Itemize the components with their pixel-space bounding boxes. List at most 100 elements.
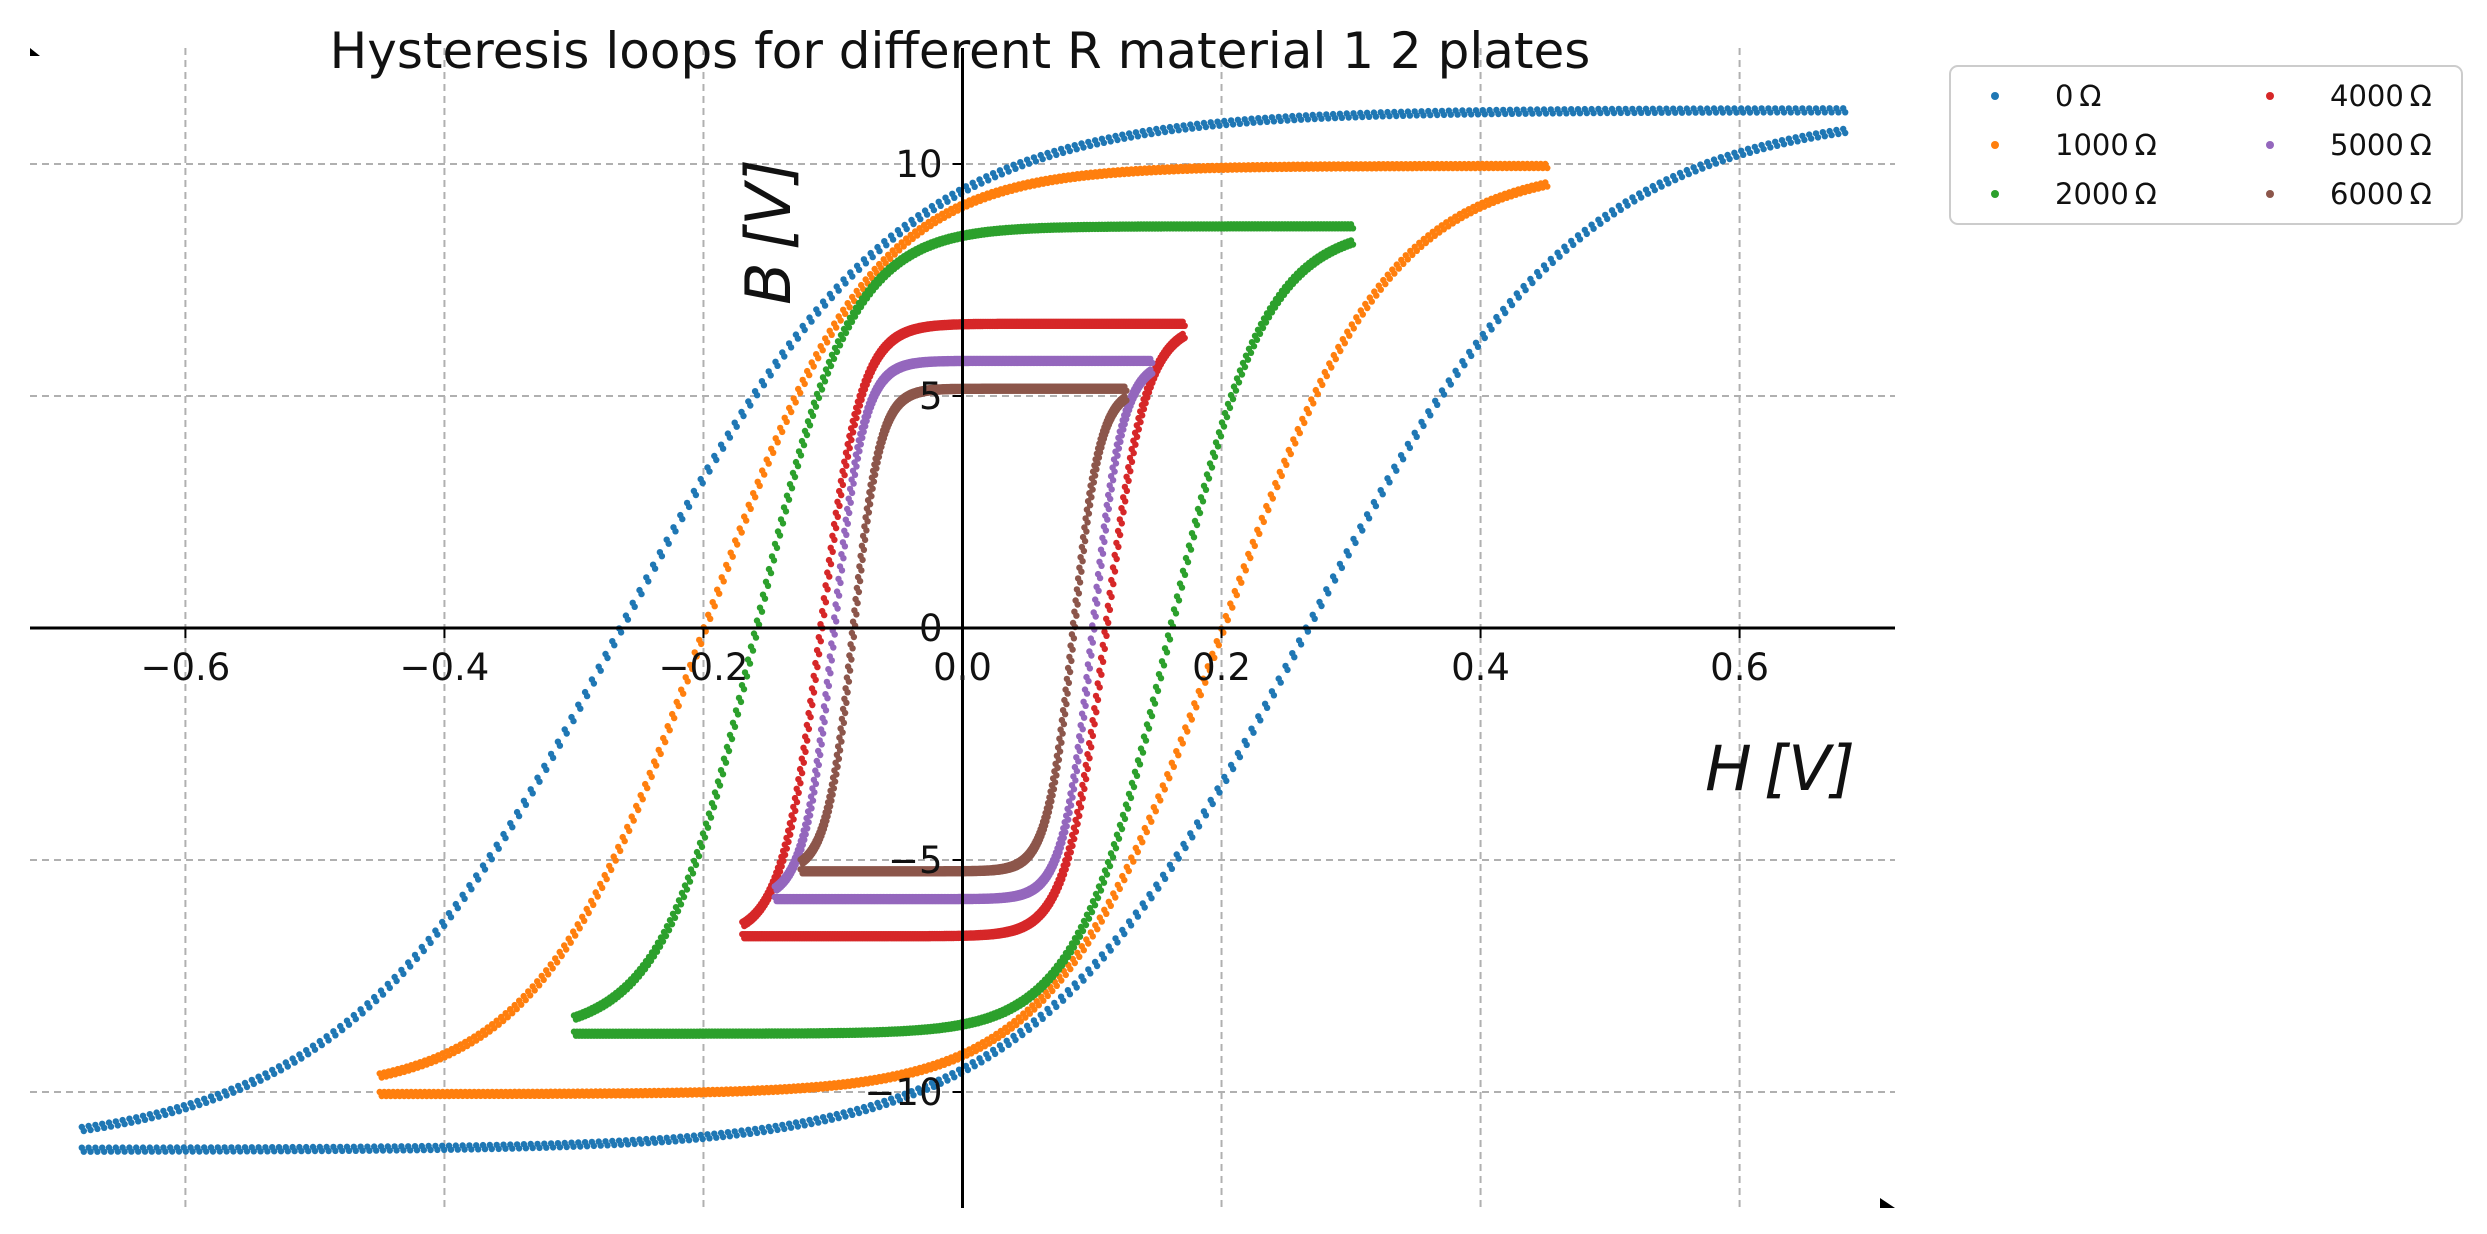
data-point xyxy=(656,943,664,950)
data-point xyxy=(420,947,427,955)
data-point xyxy=(835,592,843,599)
data-point xyxy=(645,578,652,585)
data-point xyxy=(812,403,820,410)
data-point xyxy=(583,1143,591,1150)
data-point xyxy=(1062,829,1069,836)
data-point xyxy=(755,621,763,628)
data-point xyxy=(707,814,715,821)
data-point xyxy=(1774,109,1781,116)
data-point xyxy=(1420,422,1427,430)
data-point xyxy=(1193,704,1200,711)
data-point xyxy=(1328,364,1335,371)
data-point xyxy=(889,236,897,243)
data-point xyxy=(626,827,633,835)
data-point xyxy=(1236,120,1244,128)
data-point xyxy=(1145,725,1153,732)
data-point xyxy=(1349,225,1357,232)
data-point xyxy=(1304,628,1312,635)
data-point xyxy=(1413,433,1420,440)
data-point xyxy=(1263,118,1271,126)
data-point xyxy=(787,1124,795,1131)
data-point xyxy=(264,1074,271,1081)
data-point xyxy=(1454,111,1461,118)
data-point xyxy=(1088,744,1095,751)
data-point xyxy=(1842,109,1849,116)
data-point xyxy=(1522,286,1529,294)
data-point xyxy=(704,824,712,831)
data-point xyxy=(815,310,822,317)
data-point xyxy=(1699,109,1706,116)
data-point xyxy=(815,394,823,402)
data-point xyxy=(788,408,795,416)
data-point xyxy=(806,812,814,819)
data-point xyxy=(675,702,682,710)
data-point xyxy=(840,555,847,562)
data-point xyxy=(707,615,714,622)
data-point xyxy=(87,1148,94,1155)
data-point xyxy=(209,1148,217,1155)
data-point xyxy=(1152,808,1160,815)
data-point xyxy=(644,784,651,792)
data-point xyxy=(1434,111,1441,119)
data-point xyxy=(1175,127,1182,134)
data-point xyxy=(1352,114,1359,121)
data-point xyxy=(855,1109,863,1117)
data-point xyxy=(731,723,739,730)
data-point xyxy=(783,845,790,852)
data-point xyxy=(834,513,841,520)
data-point xyxy=(851,313,859,320)
data-point xyxy=(189,1148,196,1155)
data-point xyxy=(1039,1015,1046,1022)
data-point xyxy=(693,653,700,660)
data-point xyxy=(747,1130,754,1138)
data-point xyxy=(1488,110,1495,118)
data-point xyxy=(846,509,853,517)
data-point xyxy=(1112,845,1120,852)
data-point xyxy=(807,713,814,721)
data-point xyxy=(148,1148,155,1155)
data-point xyxy=(379,1147,387,1154)
data-point xyxy=(1096,684,1103,691)
data-point xyxy=(711,603,718,610)
data-point xyxy=(764,582,772,589)
data-point xyxy=(930,1083,938,1091)
data-point xyxy=(674,908,682,915)
data-point xyxy=(1787,139,1795,146)
data-point xyxy=(815,1119,822,1126)
data-point xyxy=(850,480,857,487)
data-point xyxy=(216,1148,223,1155)
data-point xyxy=(332,1147,339,1155)
data-point xyxy=(522,996,529,1004)
data-point xyxy=(680,893,688,901)
data-point xyxy=(597,1142,604,1149)
data-point xyxy=(427,939,434,947)
data-point xyxy=(427,1146,434,1154)
data-point xyxy=(1224,616,1232,624)
data-point xyxy=(345,1021,353,1028)
data-point xyxy=(1008,1025,1015,1032)
data-point xyxy=(264,1148,271,1155)
data-point xyxy=(692,1136,700,1143)
data-point xyxy=(1260,518,1268,526)
data-point xyxy=(1399,456,1407,463)
data-point xyxy=(1049,987,1056,995)
data-point xyxy=(1040,997,1047,1004)
data-point xyxy=(1418,243,1425,250)
data-point xyxy=(1208,464,1216,471)
data-point xyxy=(737,698,745,706)
data-point xyxy=(311,1046,319,1053)
data-point xyxy=(223,1148,230,1155)
data-point xyxy=(339,1147,346,1155)
data-point xyxy=(1563,247,1570,254)
data-point xyxy=(719,445,727,452)
data-point xyxy=(257,1077,264,1084)
data-point xyxy=(825,682,833,690)
data-point xyxy=(684,678,691,685)
data-point xyxy=(1665,109,1672,116)
data-point xyxy=(842,1113,849,1120)
data-point xyxy=(838,567,846,574)
data-point xyxy=(856,402,864,409)
data-point xyxy=(801,836,808,843)
data-point xyxy=(203,1099,210,1107)
data-point xyxy=(1211,654,1218,661)
